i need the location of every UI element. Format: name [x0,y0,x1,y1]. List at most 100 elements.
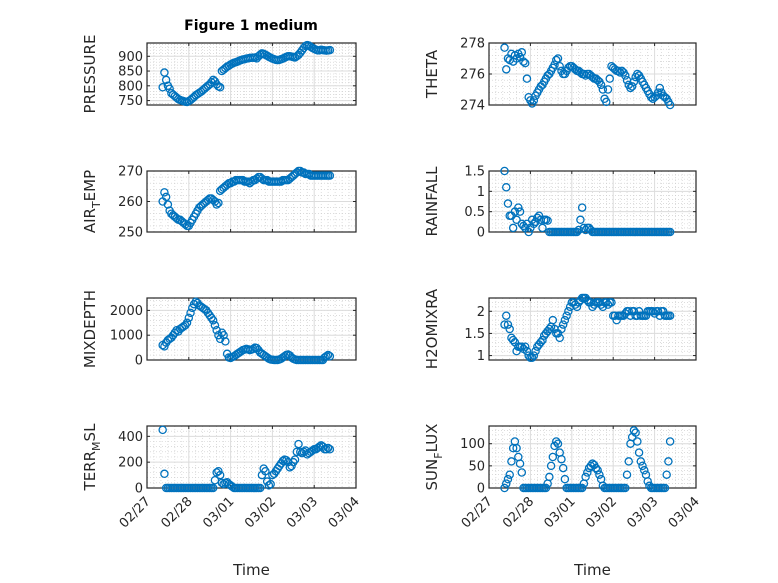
x-tick-label: 03/04 [666,494,703,531]
data-point [538,223,547,233]
data-point [602,97,611,107]
x-tick-label: 03/03 [284,494,321,531]
data-point [163,200,173,209]
data-point [325,444,335,454]
y-tick-label: 278 [460,37,485,52]
data-point [217,328,227,337]
data-point [631,428,640,437]
data-point [572,302,582,312]
data-point [629,77,639,87]
data-point [501,479,511,488]
data-point [577,203,587,212]
data-point [576,215,585,225]
y-tick-label: 0 [477,482,485,497]
data-point [501,65,511,74]
data-point [548,452,558,462]
y-axis-label: THETA [423,49,441,99]
subplot-air-temp: 250 260 270 AIRTEMP [81,165,357,241]
data-point [557,454,566,464]
data-point [524,227,533,237]
data-point [264,481,274,490]
data-point [266,479,275,489]
data-point [531,217,540,227]
y-axis-label: RAINFALL [423,166,441,237]
data-point [325,352,335,361]
data-point [261,466,270,476]
data-point [624,457,633,466]
data-point [207,78,216,87]
data-point [517,48,527,57]
data-point [624,307,633,316]
data-point [621,71,630,80]
data-point [207,313,216,323]
data-point [552,55,561,65]
data-point [653,307,663,316]
y-label-part: THETA [423,49,441,99]
x-tick-label: 02/28 [500,494,537,531]
data-point [586,461,596,471]
y-tick-label: 1.5 [464,327,485,342]
axes-box [146,170,357,233]
data-point [553,439,563,448]
data-point [634,448,644,457]
data-point [181,321,190,330]
subplot-rainfall: 0 0.5 1 1.5 RAINFALL [423,165,697,241]
data-point [508,223,518,233]
data-point [577,483,587,493]
data-point [593,466,602,475]
axes-box [488,42,697,106]
data-point [515,207,525,216]
data-point [212,200,221,209]
data-point [614,66,623,76]
data-point [325,171,335,180]
data-point [591,463,601,473]
data-point [508,335,518,345]
y-axis-label: H2OMIXRA [423,288,441,369]
data-point [500,166,509,176]
subplot-terr-msl: 02/27 02/28 03/01 03/02 03/03 03/04 0 200 400 TER… [81,423,363,579]
data-point [603,85,613,94]
data-point [527,353,537,363]
x-tick-label: 03/01 [542,494,579,531]
axes-box [488,297,697,361]
data-point [290,455,300,464]
data-point [648,307,658,316]
data-point [287,461,296,471]
data-point [323,350,333,360]
y-tick-label: 0 [477,226,485,241]
y-tick-label: 50 [468,459,485,474]
data-point [545,472,554,482]
data-point [564,307,573,316]
data-point [522,74,532,83]
data-point [501,183,511,192]
data-point [522,346,532,356]
data-point [161,192,171,202]
y-tick-label: 276 [460,68,485,83]
x-tick-label: 02/28 [159,494,196,531]
data-point [596,80,606,90]
subplot-h2omixra: 1 1.5 2 H2OMIXRA [423,288,697,369]
y-axis-label: AIRTEMP [81,170,103,233]
y-tick-label: 200 [118,456,143,471]
data-point [208,483,218,493]
axes-box [146,42,357,106]
data-point [626,83,635,93]
data-point [184,313,194,323]
data-point [543,216,552,225]
data-point [182,318,192,328]
data-point [583,468,592,477]
y-tick-label: 100 [460,437,485,452]
data-point [158,425,167,435]
data-point [531,346,540,356]
data-point [640,466,649,475]
data-point [503,320,513,329]
y-tick-label: 1 [477,185,485,200]
data-point [512,443,521,453]
data-point [160,188,169,197]
data-point [515,459,525,468]
data-point [552,437,561,446]
data-point [595,470,604,479]
data-point [520,58,530,68]
data-point [560,315,570,325]
data-point [517,342,527,351]
